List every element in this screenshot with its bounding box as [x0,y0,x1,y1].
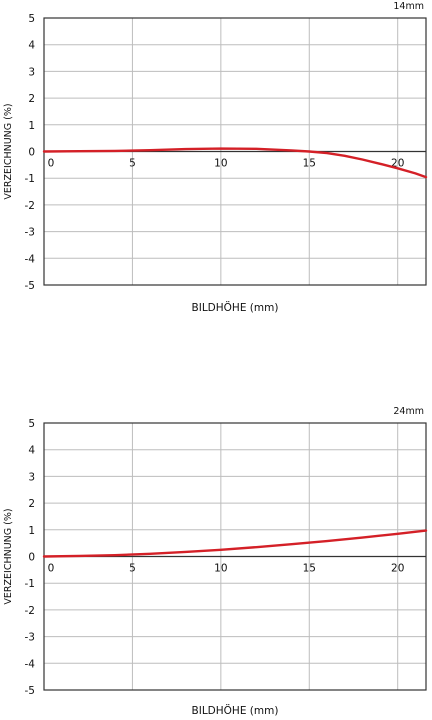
distortion-line [42,147,428,179]
x-axis-title: BILDHÖHE (mm) [192,301,279,314]
x-tick-label: 5 [129,563,136,575]
y-tick-label: 1 [28,525,35,537]
y-tick-label: -3 [25,632,35,644]
y-tick-label: 0 [28,147,35,159]
y-tick-label: -5 [25,685,35,697]
y-tick-label: 3 [28,471,35,483]
x-tick-label: 0 [48,158,55,170]
y-tick-label: 4 [28,40,35,52]
x-tick-label: 10 [214,563,227,575]
y-axis-title: VERZEICHNUNG (%) [3,103,14,199]
y-tick-label: -4 [25,658,36,670]
y-tick-label: 5 [28,418,35,430]
y-tick-label: -1 [25,578,35,590]
focal-length-label: 24mm [393,406,424,417]
x-tick-label: 10 [214,158,227,170]
x-tick-label: 5 [129,158,136,170]
y-tick-label: 1 [28,120,35,132]
y-tick-label: 5 [28,13,35,25]
y-tick-label: -5 [25,280,35,292]
y-tick-label: -1 [25,173,35,185]
y-tick-label: -3 [25,227,35,239]
x-axis-title: BILDHÖHE (mm) [192,704,279,717]
focal-length-label: 14mm [393,1,424,12]
y-tick-label: 2 [28,498,35,510]
y-tick-label: -2 [25,605,35,617]
x-tick-label: 15 [303,158,316,170]
y-axis-title: VERZEICHNUNG (%) [3,508,14,604]
y-tick-label: -2 [25,200,35,212]
x-tick-label: 0 [48,563,55,575]
y-tick-label: 4 [28,445,35,457]
x-tick-label: 15 [303,563,316,575]
x-tick-label: 20 [391,563,404,575]
distortion-line [42,529,428,558]
y-tick-label: 0 [28,552,35,564]
y-tick-label: 3 [28,66,35,78]
y-tick-label: -4 [25,253,36,265]
y-tick-label: 2 [28,93,35,105]
